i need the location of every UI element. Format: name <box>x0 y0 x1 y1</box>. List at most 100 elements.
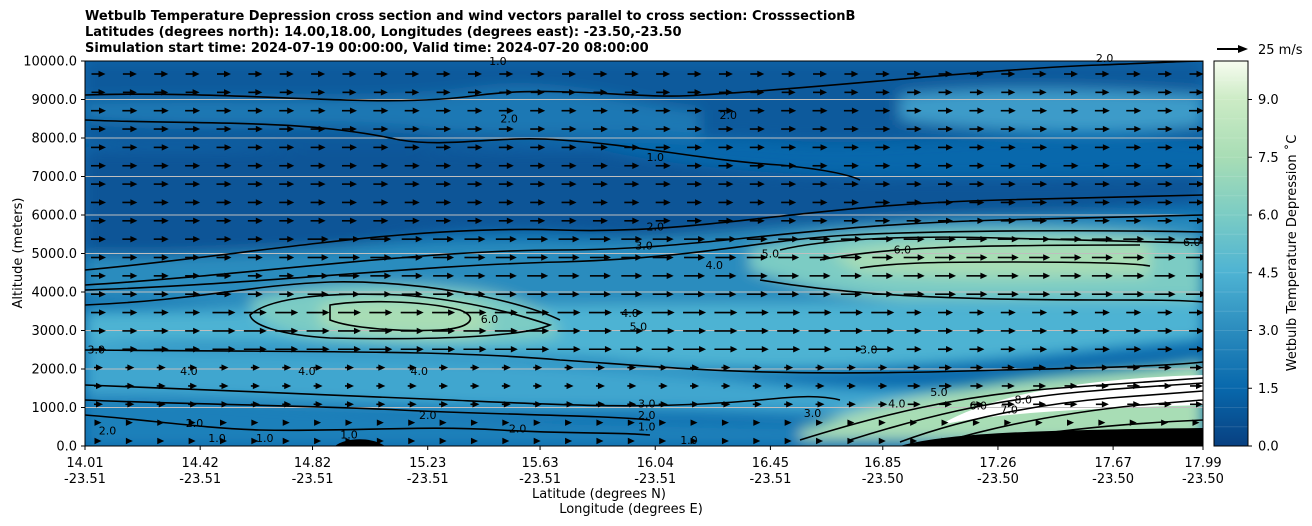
wind-arrow <box>279 89 294 96</box>
wind-arrow <box>243 346 267 353</box>
wind-arrow <box>376 364 386 371</box>
wind-arrow <box>844 70 859 78</box>
wind-arrow <box>875 217 891 224</box>
contour-label: 8.0 <box>1014 394 1032 407</box>
wind-arrow <box>467 125 483 133</box>
contour-label: 2.0 <box>500 113 518 126</box>
wind-arrow <box>373 162 389 169</box>
wind-arrow <box>749 125 765 133</box>
wind-arrow <box>467 199 483 206</box>
wind-arrow <box>1094 162 1110 169</box>
wind-arrow <box>337 309 361 316</box>
wind-arrow <box>344 382 354 390</box>
colorbar-tick-label: 0.0 <box>1258 440 1279 455</box>
wind-arrow <box>185 125 201 133</box>
wind-arrow <box>1000 346 1016 353</box>
wind-arrow <box>588 327 612 335</box>
x-tick-label-lat: 15.63 <box>521 456 558 471</box>
wind-arrow <box>839 346 863 353</box>
wind-arrow <box>530 70 545 78</box>
wind-arrow <box>1064 70 1079 78</box>
wind-arrow <box>1033 364 1047 371</box>
wind-arrow <box>1129 437 1137 445</box>
wind-arrow <box>337 346 361 353</box>
wind-arrow <box>1064 364 1078 371</box>
wind-arrow <box>94 401 103 408</box>
wind-arrow <box>906 309 922 316</box>
wind-arrow <box>966 272 988 280</box>
wind-arrow <box>1032 180 1048 188</box>
wind-arrow <box>564 382 574 390</box>
wind-arrow <box>495 272 517 280</box>
wind-arrow <box>816 419 824 426</box>
colorbar-label: Wetbulb Temperature Depression ˚C <box>1284 135 1300 372</box>
wind-arrow <box>749 107 765 114</box>
wind-arrow <box>470 437 478 445</box>
contour-label: 1.0 <box>208 432 226 445</box>
wind-arrow <box>250 382 260 390</box>
wind-arrow <box>690 419 698 426</box>
wind-arrow <box>651 309 675 316</box>
wind-arrow <box>815 382 825 390</box>
y-axis: 0.0 1000.0 2000.0 3000.0 4000.0 5000.0 6000.0 7… <box>23 55 85 455</box>
wind-arrow <box>310 162 326 169</box>
wind-arrow <box>750 70 765 78</box>
wind-arrow <box>1154 254 1176 261</box>
wind-arrow <box>188 437 196 445</box>
wind-arrow <box>251 419 259 426</box>
wind-arrow <box>1094 346 1110 353</box>
wind-arrow <box>502 437 510 445</box>
wind-arrow <box>188 401 198 408</box>
wind-arrow <box>404 180 420 188</box>
y-tick-label: 7000.0 <box>32 170 78 185</box>
wind-arrow <box>470 419 478 426</box>
wind-arrow <box>875 144 891 151</box>
title-line-3: Simulation start time: 2024-07-19 00:00:… <box>85 41 649 56</box>
wind-arrow <box>784 401 794 408</box>
wind-arrow <box>718 180 734 188</box>
wind-arrow <box>122 125 138 133</box>
wind-arrow <box>562 70 577 78</box>
wind-arrow <box>749 199 765 206</box>
wind-arrow <box>373 180 389 188</box>
wind-arrow <box>753 437 761 445</box>
wind-arrow <box>561 217 577 224</box>
wind-arrow <box>1001 364 1015 371</box>
wind-arrow <box>1158 401 1172 408</box>
wind-arrow <box>812 180 828 188</box>
wind-arrow <box>342 70 357 78</box>
wind-arrow <box>470 382 480 390</box>
wind-arrow <box>1189 70 1203 78</box>
wind-arrow <box>906 346 922 353</box>
wind-arrow <box>589 254 611 261</box>
wind-arrow <box>404 162 420 169</box>
wind-arrow <box>714 346 738 353</box>
wind-arrow <box>1063 217 1079 224</box>
wind-arrow <box>903 235 925 243</box>
wind-arrow <box>595 382 605 390</box>
x-tick-label-lat: 14.82 <box>294 456 331 471</box>
wind-arrow <box>502 419 510 426</box>
wind-arrow <box>153 309 169 316</box>
title-line-1: Wetbulb Temperature Depression cross sec… <box>85 9 856 24</box>
wind-arrow <box>156 382 166 390</box>
wind-arrow <box>282 364 292 371</box>
wind-arrow <box>337 327 361 335</box>
contour-label: 4.0 <box>705 259 723 272</box>
wind-arrow <box>310 107 326 114</box>
wind-arrow <box>871 309 895 316</box>
wind-arrow <box>279 254 295 261</box>
quiver-key-label: 25 m/s <box>1258 43 1303 58</box>
wind-arrow <box>1091 235 1113 243</box>
wind-arrow <box>939 382 953 390</box>
wind-arrow <box>338 235 360 243</box>
wind-arrow <box>369 346 393 353</box>
wind-arrow <box>878 382 888 390</box>
wind-arrow <box>185 327 201 335</box>
wind-arrow <box>997 272 1019 280</box>
wind-arrow <box>530 162 546 169</box>
wind-arrow <box>721 419 729 426</box>
contour-label: 2.0 <box>509 423 527 436</box>
wind-arrow <box>878 419 886 426</box>
wind-arrow <box>1000 162 1016 169</box>
